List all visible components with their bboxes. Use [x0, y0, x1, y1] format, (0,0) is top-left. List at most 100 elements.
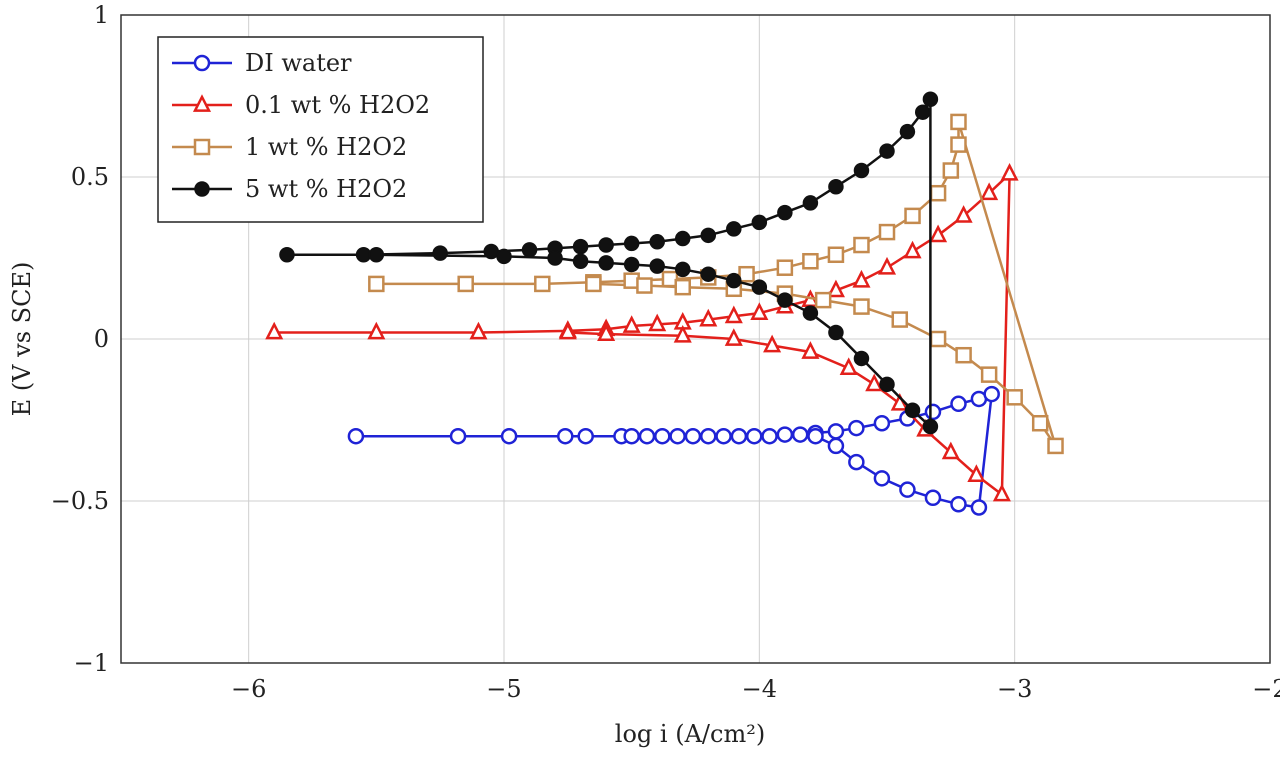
- y-tick-label: −0.5: [51, 487, 109, 515]
- data-point: [534, 275, 551, 293]
- data-point: [623, 256, 640, 273]
- data-point: [839, 357, 858, 376]
- data-point: [776, 426, 794, 443]
- data-point: [950, 495, 967, 513]
- data-point: [745, 427, 763, 445]
- data-point: [879, 376, 895, 393]
- y-axis-label: E (V vs SCE): [8, 262, 36, 417]
- x-tick-label: −2: [1252, 675, 1280, 703]
- data-point: [852, 269, 871, 288]
- data-point: [649, 234, 665, 250]
- data-point: [853, 162, 870, 179]
- data-point: [700, 266, 717, 282]
- legend-marker: [192, 94, 212, 112]
- data-point: [879, 143, 895, 159]
- data-point: [967, 464, 986, 482]
- data-point: [828, 178, 844, 195]
- data-point: [802, 195, 819, 211]
- legend-entry: DI water: [172, 49, 352, 77]
- data-point: [367, 321, 386, 340]
- data-point: [1006, 389, 1023, 406]
- data-point: [776, 259, 794, 276]
- data-point: [457, 275, 474, 293]
- data-point: [597, 323, 616, 342]
- data-point: [929, 184, 947, 202]
- data-point: [924, 403, 942, 421]
- data-point: [674, 230, 691, 247]
- legend-label: 1 wt % H2O2: [245, 133, 407, 161]
- data-point: [791, 426, 809, 443]
- data-point: [853, 350, 870, 367]
- x-tick-label: −4: [742, 675, 777, 703]
- data-point: [1031, 414, 1049, 432]
- x-tick-label: −6: [231, 675, 266, 703]
- data-point: [891, 311, 909, 328]
- data-point: [903, 240, 922, 259]
- series-layer: [265, 91, 1064, 516]
- series-line: [274, 170, 1011, 497]
- data-point: [572, 253, 589, 269]
- data-point: [954, 205, 973, 223]
- data-point: [557, 427, 574, 445]
- data-point: [726, 221, 742, 237]
- data-point: [622, 315, 641, 333]
- data-point: [347, 427, 365, 445]
- data-point: [598, 237, 614, 253]
- data-point: [922, 418, 939, 435]
- legend-box: [157, 36, 484, 223]
- data-point: [763, 334, 782, 353]
- series-4: [279, 91, 939, 435]
- legend-entry: 1 wt % H2O2: [172, 133, 407, 161]
- data-point: [924, 489, 942, 507]
- data-point: [828, 324, 844, 341]
- data-point: [801, 341, 820, 359]
- data-point: [750, 302, 769, 320]
- legend-marker: [194, 181, 210, 197]
- data-point: [873, 414, 891, 432]
- data-point: [700, 427, 717, 445]
- data-point: [500, 427, 518, 445]
- data-point: [873, 470, 891, 487]
- data-point: [950, 395, 967, 413]
- data-point: [1000, 162, 1019, 181]
- y-tick-label: −1: [74, 649, 109, 677]
- series-1: [347, 385, 1000, 516]
- data-point: [684, 427, 702, 445]
- x-tick-label: −3: [997, 675, 1032, 703]
- data-point: [929, 224, 948, 243]
- data-point: [802, 252, 819, 270]
- data-point: [265, 321, 284, 340]
- data-point: [547, 250, 563, 266]
- legend-marker: [193, 138, 211, 156]
- data-point: [941, 441, 960, 460]
- data-point: [738, 265, 755, 283]
- data-point: [673, 324, 692, 343]
- data-point: [648, 313, 667, 332]
- series-3: [368, 113, 1064, 455]
- data-point: [724, 305, 743, 324]
- data-point: [777, 292, 793, 308]
- series-2: [265, 162, 1019, 502]
- data-point: [1047, 437, 1064, 455]
- data-point: [942, 162, 960, 179]
- data-point: [848, 453, 865, 471]
- legend-entry: 0.1 wt % H2O2: [172, 91, 430, 119]
- data-point: [980, 366, 998, 383]
- data-point: [368, 247, 385, 263]
- data-point: [699, 308, 718, 327]
- data-point: [899, 481, 916, 498]
- data-point: [623, 235, 640, 252]
- data-point: [700, 227, 717, 244]
- data-point: [922, 91, 939, 107]
- data-point: [853, 236, 870, 254]
- data-point: [904, 402, 921, 419]
- data-point: [669, 427, 686, 445]
- data-point: [899, 123, 916, 140]
- data-point: [826, 279, 845, 298]
- data-point: [929, 330, 947, 348]
- data-point: [585, 275, 602, 293]
- x-axis-label: log i (A/cm²): [615, 720, 765, 748]
- data-point: [992, 483, 1011, 502]
- series-line: [287, 94, 932, 430]
- data-point: [355, 247, 372, 263]
